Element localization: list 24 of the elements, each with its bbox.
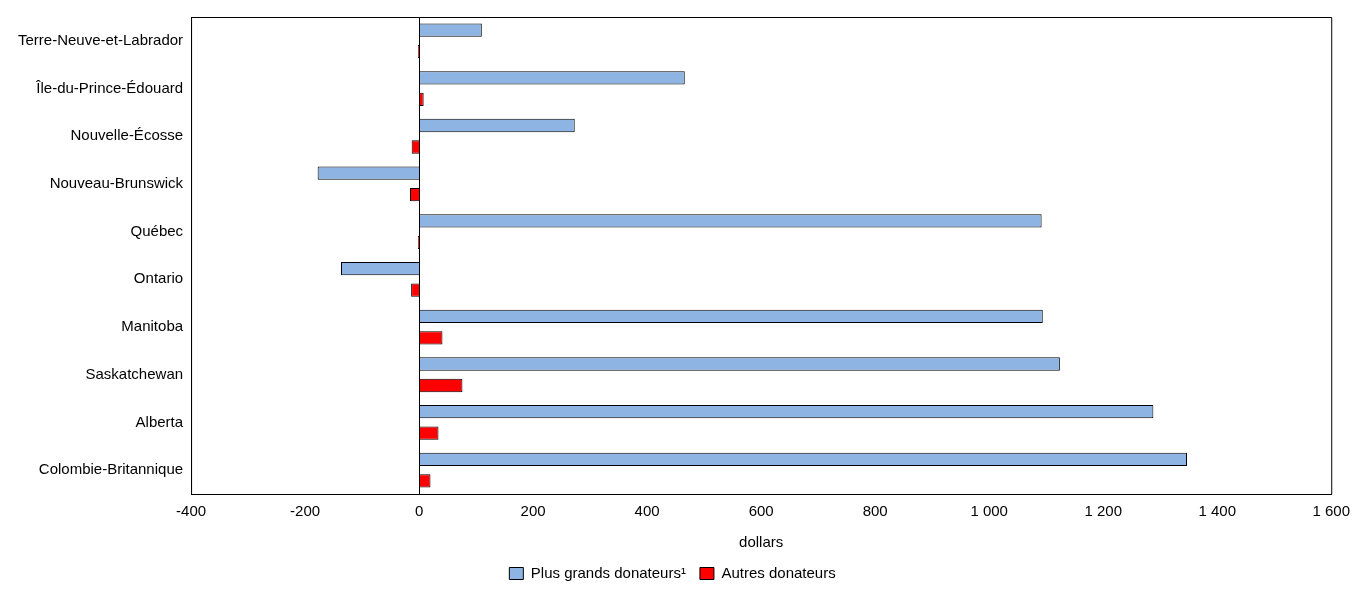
- y-tick-label: Nouvelle-Écosse: [70, 126, 184, 144]
- x-tick-label: -400: [176, 502, 207, 520]
- x-tick-label: 400: [634, 502, 660, 520]
- y-tick-label: Terre-Neuve-et-Labrador: [18, 30, 184, 48]
- x-tick-label: 1 000: [970, 502, 1008, 520]
- y-tick-label: Manitoba: [121, 317, 184, 335]
- y-tick-label: Nouveau-Brunswick: [49, 174, 184, 192]
- x-tick-label: 1 200: [1084, 502, 1122, 520]
- y-tick-label: Québec: [130, 221, 184, 239]
- legend-label: Plus grands donateurs¹: [530, 563, 686, 581]
- y-tick-label: Colombie-Britannique: [38, 460, 184, 478]
- y-tick-label: Alberta: [135, 412, 184, 430]
- x-axis-title: dollars: [739, 533, 784, 551]
- x-tick-label: 1 600: [1312, 502, 1351, 520]
- x-tick-label: 1 400: [1198, 502, 1236, 520]
- y-tick-label: Île-du-Prince-Édouard: [35, 78, 184, 96]
- x-tick-label: 800: [862, 502, 888, 520]
- legend-label: Autres donateurs: [721, 563, 836, 581]
- x-tick-label: 200: [520, 502, 546, 520]
- x-tick-label: -200: [290, 502, 321, 520]
- y-tick-label: Saskatchewan: [85, 364, 184, 382]
- x-tick-label: 0: [414, 502, 424, 520]
- x-tick-label: 600: [748, 502, 774, 520]
- y-tick-label: Ontario: [133, 269, 184, 287]
